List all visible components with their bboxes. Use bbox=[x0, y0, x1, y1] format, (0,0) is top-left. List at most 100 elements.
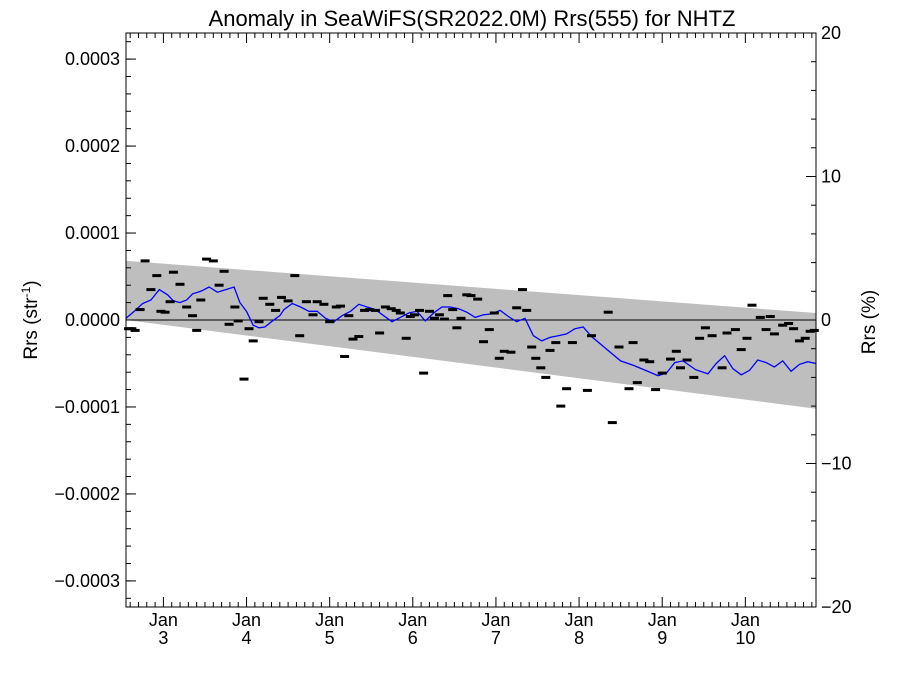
data-point bbox=[676, 366, 685, 370]
data-point bbox=[265, 302, 275, 306]
data-point bbox=[348, 337, 358, 341]
y-axis-label: Rrs (str-1) bbox=[19, 280, 42, 359]
data-point bbox=[405, 315, 415, 318]
data-point bbox=[254, 320, 264, 324]
data-point bbox=[443, 294, 453, 298]
data-point bbox=[233, 319, 243, 323]
data-point bbox=[146, 288, 156, 292]
x-tick-year-label: 5 bbox=[325, 628, 335, 648]
data-point bbox=[551, 341, 561, 345]
data-point bbox=[202, 257, 212, 261]
data-point bbox=[489, 311, 499, 315]
data-point bbox=[765, 315, 775, 318]
uncertainty-band-layer bbox=[126, 260, 816, 409]
data-point bbox=[248, 339, 258, 343]
data-point bbox=[651, 388, 661, 392]
x-tick-year-label: 9 bbox=[657, 628, 667, 648]
data-point bbox=[582, 388, 592, 392]
y-tick-label: −0.0001 bbox=[54, 397, 120, 417]
data-point bbox=[230, 305, 240, 309]
y-axis-label-close: ) bbox=[21, 280, 42, 286]
data-point bbox=[742, 336, 752, 340]
y2-tick-label: −20 bbox=[821, 597, 852, 617]
data-point bbox=[386, 307, 396, 311]
data-point bbox=[336, 304, 345, 308]
data-point bbox=[666, 357, 675, 361]
x-tick-year-label: 7 bbox=[491, 628, 501, 648]
data-point bbox=[401, 336, 411, 340]
x-tick-month-label: Jan bbox=[232, 610, 261, 630]
y2-tick-label: 20 bbox=[821, 23, 841, 43]
data-point bbox=[484, 328, 494, 332]
chart-title: Anomaly in SeaWiFS(SR2022.0M) Rrs(555) f… bbox=[209, 6, 736, 31]
y-tick-label: 0.0002 bbox=[65, 136, 120, 156]
data-point bbox=[127, 327, 137, 331]
y-tick-label: 0.0000 bbox=[65, 310, 120, 330]
data-point bbox=[632, 381, 642, 385]
x-tick-month-label: Jan bbox=[731, 610, 760, 630]
data-point bbox=[730, 328, 740, 332]
data-point bbox=[562, 387, 572, 391]
data-point bbox=[769, 332, 779, 336]
uncertainty-band bbox=[126, 260, 816, 409]
data-point bbox=[657, 371, 667, 375]
data-point bbox=[340, 355, 350, 358]
data-point bbox=[140, 259, 150, 263]
data-point bbox=[424, 309, 434, 313]
data-point bbox=[165, 300, 175, 304]
data-point bbox=[531, 356, 541, 360]
data-point bbox=[168, 270, 178, 274]
data-point bbox=[717, 366, 727, 370]
data-point bbox=[789, 327, 799, 331]
data-point bbox=[707, 334, 717, 338]
data-point bbox=[778, 323, 788, 327]
data-point bbox=[545, 348, 555, 352]
data-point bbox=[258, 296, 268, 300]
data-point bbox=[603, 310, 613, 314]
y-tick-label: 0.0003 bbox=[65, 49, 120, 69]
data-point bbox=[152, 274, 162, 278]
data-point bbox=[624, 387, 634, 391]
data-point bbox=[784, 322, 794, 325]
data-point bbox=[344, 314, 354, 318]
data-point bbox=[518, 288, 527, 292]
data-point bbox=[290, 274, 300, 278]
data-point bbox=[182, 305, 192, 309]
data-point bbox=[512, 306, 522, 310]
data-point bbox=[295, 334, 305, 338]
data-point bbox=[628, 341, 638, 345]
data-point bbox=[391, 308, 401, 312]
data-point bbox=[277, 295, 286, 299]
data-point bbox=[522, 308, 532, 312]
y2-axis-label: Rrs (%) bbox=[859, 290, 880, 354]
data-point bbox=[395, 311, 405, 315]
axes-layer: −0.0003 −0.0002 −0.0001 0.0000 0.0001 0.0002 0… bbox=[54, 23, 851, 648]
data-point bbox=[365, 308, 375, 312]
data-point bbox=[722, 331, 732, 335]
data-point bbox=[130, 328, 140, 332]
data-point bbox=[429, 316, 439, 320]
data-point bbox=[736, 348, 746, 352]
data-point bbox=[283, 299, 293, 303]
data-point bbox=[434, 313, 444, 317]
data-point bbox=[188, 314, 197, 318]
anomaly-points-layer bbox=[124, 257, 819, 425]
data-point bbox=[607, 421, 617, 425]
y-tick-label: −0.0003 bbox=[54, 571, 120, 591]
data-point bbox=[567, 341, 577, 345]
data-point bbox=[747, 303, 757, 307]
data-point bbox=[301, 300, 311, 304]
data-point bbox=[325, 320, 335, 324]
data-point bbox=[452, 326, 462, 330]
data-point bbox=[614, 345, 624, 349]
data-point bbox=[695, 336, 705, 340]
data-point bbox=[135, 308, 145, 312]
data-point bbox=[536, 366, 546, 370]
data-point bbox=[809, 328, 819, 332]
data-point bbox=[415, 308, 424, 312]
data-point bbox=[794, 339, 804, 343]
data-point bbox=[375, 331, 385, 335]
data-point bbox=[192, 328, 202, 332]
x-tick-year-label: 10 bbox=[735, 628, 755, 648]
data-point bbox=[499, 349, 509, 353]
